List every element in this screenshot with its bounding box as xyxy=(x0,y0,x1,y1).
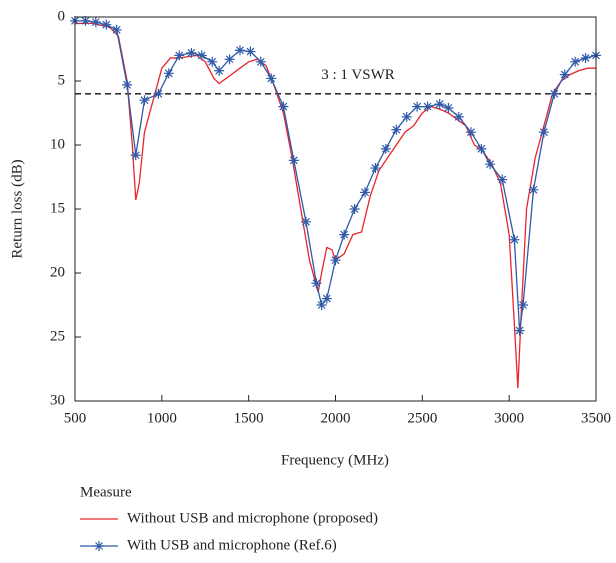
marker xyxy=(130,150,141,161)
marker xyxy=(443,102,454,113)
y-tick-label: 30 xyxy=(50,392,65,408)
marker xyxy=(316,300,327,310)
marker xyxy=(485,159,496,170)
marker xyxy=(234,45,245,56)
marker xyxy=(497,174,508,185)
annotation: 3 : 1 VSWR xyxy=(321,67,394,83)
y-axis-label: Return loss (dB) xyxy=(9,159,25,258)
marker xyxy=(453,111,464,122)
marker xyxy=(90,17,101,28)
y-tick-label: 25 xyxy=(50,328,65,344)
marker xyxy=(311,278,322,289)
marker xyxy=(196,50,207,61)
marker xyxy=(111,24,122,35)
marker xyxy=(538,127,549,138)
marker xyxy=(349,204,360,214)
y-tick-label: 0 xyxy=(58,8,66,24)
marker xyxy=(163,68,174,79)
marker xyxy=(422,101,433,112)
marker xyxy=(330,255,341,266)
marker xyxy=(288,155,299,166)
marker xyxy=(174,50,185,61)
marker xyxy=(509,234,520,245)
marker xyxy=(380,143,391,154)
marker xyxy=(300,216,311,227)
marker xyxy=(321,293,332,304)
x-tick-label: 500 xyxy=(64,410,87,426)
marker xyxy=(214,65,225,76)
x-tick-label: 1000 xyxy=(147,410,177,426)
marker xyxy=(391,124,402,135)
y-tick-label: 5 xyxy=(58,72,66,88)
x-tick-label: 3500 xyxy=(581,410,611,426)
marker xyxy=(80,15,91,26)
marker xyxy=(224,54,235,65)
marker xyxy=(412,101,423,112)
marker xyxy=(401,111,412,122)
marker xyxy=(549,88,560,99)
legend-title: Measure xyxy=(80,484,132,500)
x-tick-label: 2500 xyxy=(407,410,437,426)
marker xyxy=(245,46,256,57)
marker xyxy=(266,73,277,84)
y-tick-label: 20 xyxy=(50,264,65,280)
marker xyxy=(514,325,525,336)
marker xyxy=(339,229,350,240)
x-axis-label: Frequency (MHz) xyxy=(281,452,389,468)
marker xyxy=(153,88,164,99)
marker xyxy=(518,300,529,310)
legend-marker xyxy=(94,541,104,551)
marker xyxy=(570,56,581,67)
x-tick-label: 2000 xyxy=(321,410,351,426)
marker xyxy=(186,47,197,58)
marker xyxy=(476,143,487,154)
marker xyxy=(139,95,150,106)
legend-label: Without USB and microphone (proposed) xyxy=(127,510,378,526)
marker xyxy=(278,101,289,112)
marker xyxy=(207,56,218,67)
y-tick-label: 15 xyxy=(50,200,65,216)
marker xyxy=(465,127,476,138)
marker xyxy=(360,187,371,198)
marker xyxy=(255,56,266,67)
x-tick-label: 1500 xyxy=(234,410,264,426)
plot-frame xyxy=(74,16,597,402)
series-line xyxy=(75,22,596,389)
marker xyxy=(580,52,591,63)
marker xyxy=(101,19,112,30)
legend-label: With USB and microphone (Ref.6) xyxy=(127,537,337,553)
marker xyxy=(122,79,133,90)
x-tick-label: 3000 xyxy=(494,410,524,426)
y-tick-label: 10 xyxy=(50,136,65,152)
marker xyxy=(370,163,381,174)
marker xyxy=(559,69,570,80)
marker xyxy=(434,99,445,110)
marker xyxy=(528,184,539,195)
